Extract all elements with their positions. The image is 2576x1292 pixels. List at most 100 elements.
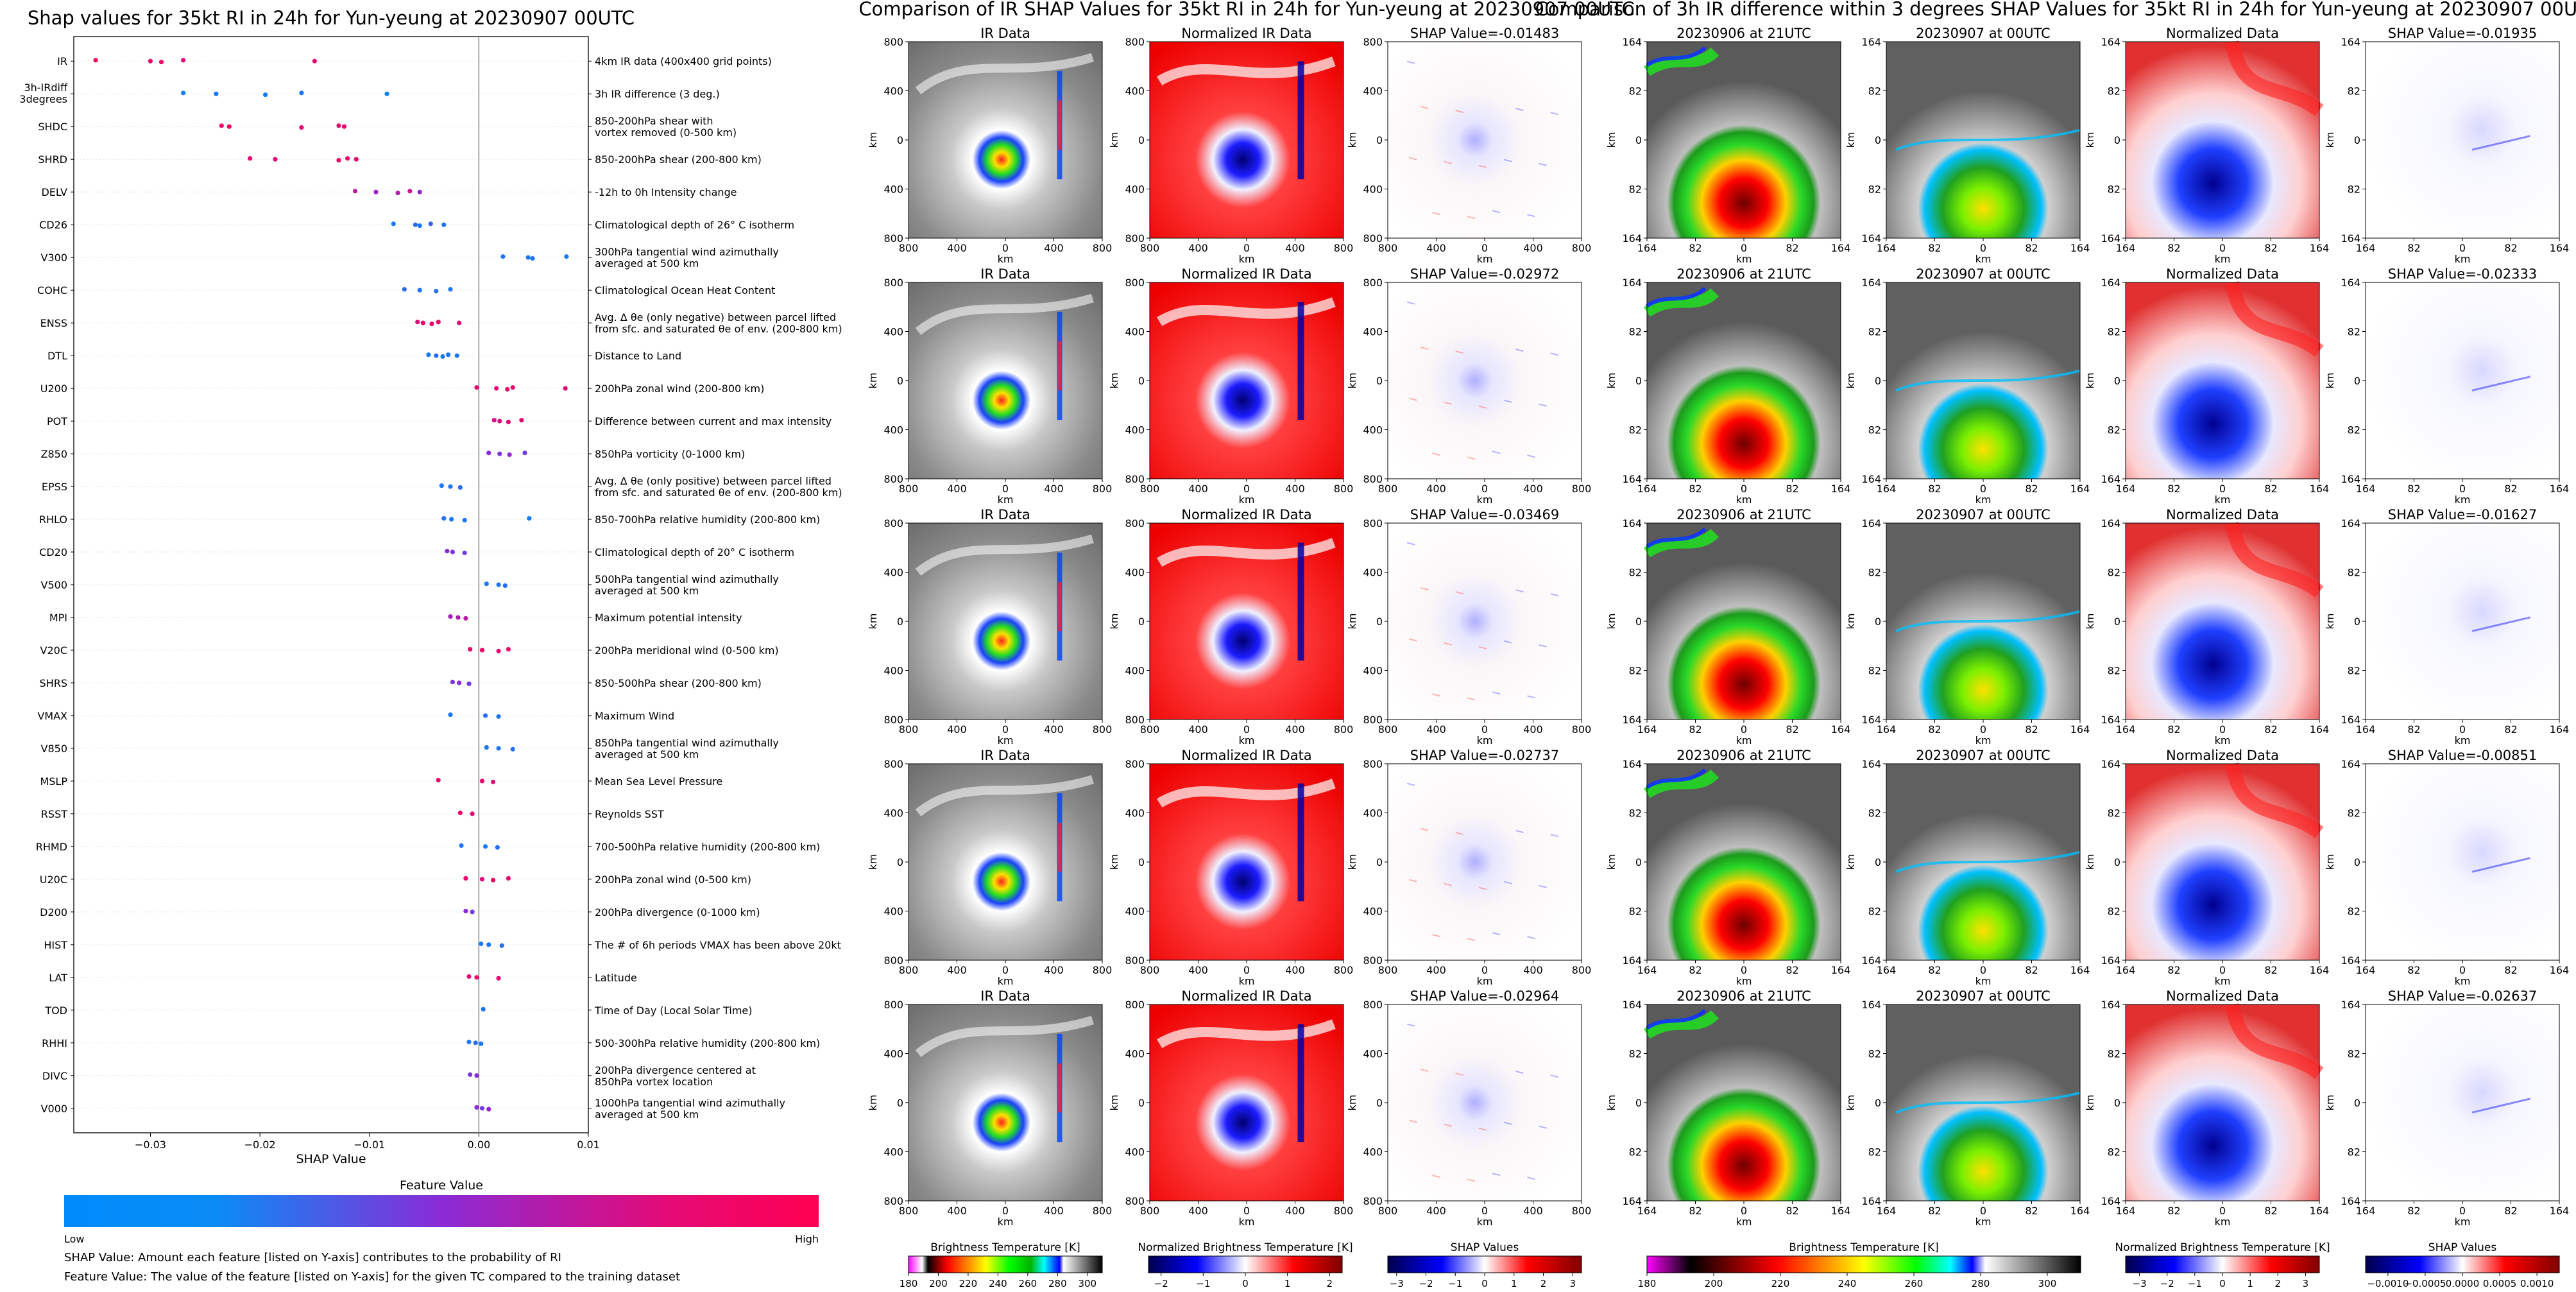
feature-description: 200hPa divergence (0-1000 km): [595, 906, 760, 918]
x-tick-label: 800: [899, 1205, 919, 1217]
y-tick-label: 400: [883, 1146, 903, 1158]
feature-label: POT: [47, 415, 67, 427]
x-tick-label: 800: [1334, 483, 1354, 495]
x-axis-label: km: [1477, 1216, 1493, 1228]
heatmap-image: [2126, 282, 2319, 479]
shap-point: [564, 254, 569, 259]
x-tick-label: 164: [2356, 723, 2376, 736]
shap-point: [373, 189, 379, 194]
shap-streak: [1467, 697, 1476, 701]
shap-point: [352, 189, 358, 194]
y-tick-label: 0: [1875, 616, 1881, 628]
feature-description: 3h IR difference (3 deg.): [595, 88, 720, 100]
colorbar-tick-label: 180: [900, 1278, 918, 1289]
shap-point: [354, 157, 359, 162]
y-tick-label: 82: [2348, 665, 2360, 677]
colorbar-tick-label: −0.0010: [2367, 1278, 2409, 1289]
shap-streak: [1432, 1175, 1440, 1178]
x-tick-label: 0: [1980, 964, 1986, 976]
y-tick-label: 400: [1363, 665, 1383, 677]
y-tick-label: 82: [2348, 906, 2360, 918]
colorbar-tick-label: 0.0010: [2520, 1278, 2554, 1289]
cloud-band: [1895, 369, 2081, 392]
x-tick-label: 164: [2116, 483, 2136, 495]
feature-label: CD20: [39, 546, 67, 558]
x-tick-label: 800: [1572, 723, 1592, 736]
panel-title: 20230907 at 00UTC: [1916, 748, 2051, 763]
y-tick-label: 400: [1363, 85, 1383, 98]
x-tick-label: 82: [2167, 723, 2180, 736]
panel-title: Normalized Data: [2166, 507, 2279, 522]
x-axis-label: km: [1239, 975, 1255, 987]
y-tick-label: 800: [1125, 758, 1145, 770]
shap-streak: [1432, 934, 1440, 938]
x-tick-label: 400: [1426, 964, 1446, 976]
x-axis-label: km: [998, 253, 1014, 265]
feature-description: 200hPa zonal wind (0-500 km): [595, 874, 751, 886]
shap-point: [457, 680, 462, 685]
shap-panel-title: SHAP Value=-0.01935: [2388, 26, 2538, 41]
shap-streak: [1539, 403, 1547, 407]
colorbar-tick-label: −2: [1419, 1278, 1433, 1289]
y-tick-label: 0: [1635, 856, 1642, 868]
x-tick-label: 164: [1831, 964, 1851, 976]
y-axis-label: km: [1346, 132, 1358, 148]
y-tick-label: 800: [1125, 473, 1145, 485]
y-axis-label: km: [2324, 614, 2336, 630]
y-tick-label: 400: [1125, 85, 1145, 98]
y-tick-label: 164: [1861, 232, 1881, 245]
shap-point: [448, 712, 453, 718]
anomaly-band: [2225, 280, 2324, 357]
y-tick-label: 82: [2108, 807, 2120, 820]
x-tick-label: 82: [2264, 723, 2277, 736]
y-tick-label: 0: [897, 134, 903, 146]
x-axis-label: km: [1239, 1216, 1255, 1228]
x-tick-label: 400: [1188, 723, 1208, 736]
feature-label: U200: [40, 383, 67, 395]
shap-point: [219, 123, 224, 128]
y-tick-label: 82: [1868, 665, 1881, 677]
colorbar-label: SHAP Values: [1451, 1241, 1519, 1254]
colorbar: [908, 1255, 1103, 1273]
y-tick-label: 400: [1125, 1146, 1145, 1158]
anomaly-band: [2225, 762, 2324, 839]
shap-streak: [2471, 1098, 2531, 1114]
colorbar-tick-label: −2: [2160, 1278, 2174, 1289]
y-tick-label: 164: [1861, 277, 1881, 289]
x-tick-label: −0.02: [244, 1139, 276, 1151]
y-tick-label: 82: [2348, 326, 2360, 338]
shap-streak: [1503, 881, 1512, 884]
y-tick-label: 0: [1635, 616, 1642, 628]
shap-streak: [1455, 110, 1464, 114]
y-tick-label: 164: [2101, 758, 2120, 770]
shap-panel-title: SHAP Value=-0.02333: [2388, 266, 2538, 282]
x-axis-label: km: [1975, 494, 1992, 506]
shap-point: [384, 91, 389, 96]
panel-title: 20230906 at 21UTC: [1676, 26, 1811, 41]
panel-title: 20230907 at 00UTC: [1916, 507, 2051, 522]
feature-description: Climatological Ocean Heat Content: [595, 284, 775, 297]
feature-label: EPSS: [42, 481, 67, 493]
colorbar-tick-label: 2: [1540, 1278, 1547, 1289]
shap-point: [457, 485, 463, 490]
shap-point: [479, 877, 485, 882]
cloud-band: [1156, 538, 1336, 567]
x-tick-label: 82: [2025, 1205, 2038, 1217]
shap-point: [158, 60, 164, 65]
x-tick-label: 82: [2504, 1205, 2517, 1217]
x-axis-label: km: [2455, 1216, 2471, 1228]
feature-label: 3h-IRdiff: [24, 82, 68, 94]
feature-description: Avg. Δ θe (only positive) between parcel…: [595, 475, 832, 487]
shap-point: [448, 287, 453, 292]
x-axis-label: km: [1239, 494, 1255, 506]
x-axis-label: km: [1477, 494, 1493, 506]
x-tick-label: 0: [2459, 723, 2466, 736]
x-axis-label: km: [1477, 975, 1493, 987]
shap-point: [181, 58, 186, 63]
shap-point: [181, 90, 186, 96]
y-tick-label: 0: [2354, 856, 2360, 868]
x-tick-label: 164: [2116, 723, 2136, 736]
shap-point: [434, 288, 439, 294]
shap-point: [525, 255, 531, 260]
y-tick-label: 0: [2114, 616, 2120, 628]
